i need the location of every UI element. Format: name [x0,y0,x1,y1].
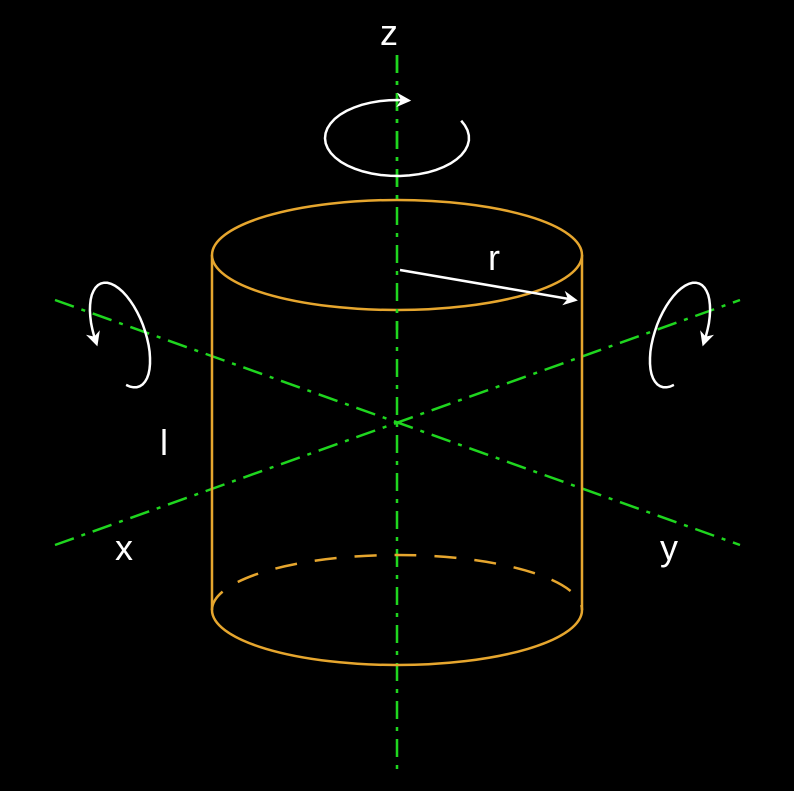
cylinder-inertia-diagram: z x y r l [0,0,794,791]
label-x: x [115,527,133,568]
label-l: l [160,422,168,463]
label-z: z [380,12,398,53]
label-r: r [488,237,500,278]
label-y: y [660,527,678,568]
